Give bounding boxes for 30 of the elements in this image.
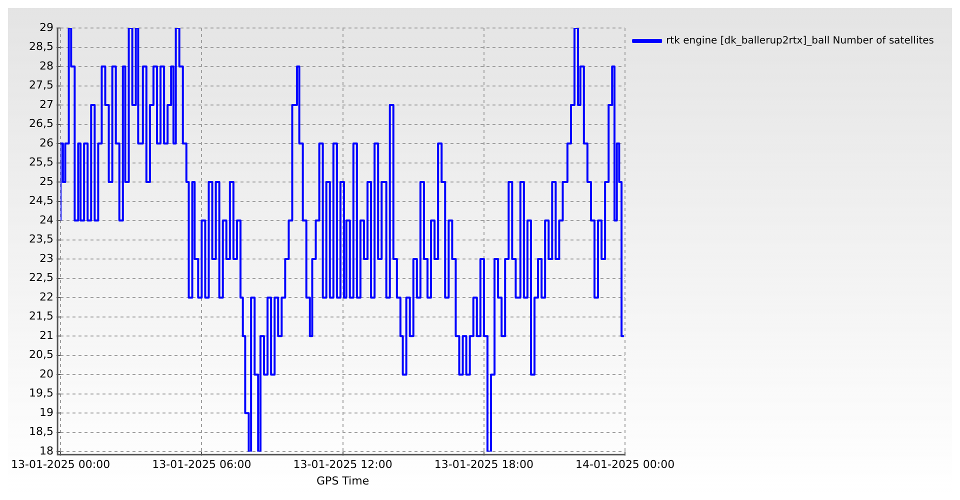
y-tick-label: 28,5 — [29, 40, 54, 54]
y-tick-label: 29 — [40, 20, 54, 34]
y-tick-label: 26,5 — [29, 117, 54, 130]
y-tick-label: 26 — [40, 136, 54, 150]
y-tick-label: 19 — [40, 406, 54, 419]
y-tick-label: 23 — [40, 252, 54, 265]
y-tick-label: 25,5 — [29, 156, 54, 169]
x-axis-title: GPS Time — [316, 474, 370, 488]
y-tick-label: 21,5 — [29, 310, 54, 323]
y-tick-label: 25 — [40, 174, 54, 188]
y-tick-label: 18 — [40, 444, 54, 458]
y-tick-label: 23,5 — [29, 232, 54, 246]
x-tick-label: 13-01-2025 00:00 — [11, 458, 110, 472]
y-tick-label: 22,5 — [29, 271, 54, 284]
y-tick-label: 20 — [40, 367, 54, 380]
y-tick-label: 20,5 — [29, 348, 54, 362]
x-tick-label: 13-01-2025 12:00 — [293, 458, 392, 472]
y-tick-label: 21 — [40, 328, 54, 342]
x-tick-label: 13-01-2025 06:00 — [152, 458, 252, 472]
x-tick-label: 14-01-2025 00:00 — [576, 458, 675, 472]
y-tick-label: 24 — [40, 213, 54, 226]
y-tick-label: 27 — [40, 98, 54, 111]
y-tick-label: 27,5 — [29, 78, 54, 92]
x-tick-label: 13-01-2025 18:00 — [434, 458, 534, 472]
y-tick-label: 22 — [40, 290, 54, 304]
y-tick-label: 24,5 — [29, 194, 54, 208]
y-tick-label: 18,5 — [29, 425, 54, 438]
legend-label: rtk engine [dk_ballerup2rtx]_ball Number of satellites — [666, 36, 934, 47]
y-tick-label: 19,5 — [29, 386, 54, 400]
y-tick-label: 28 — [40, 59, 54, 72]
